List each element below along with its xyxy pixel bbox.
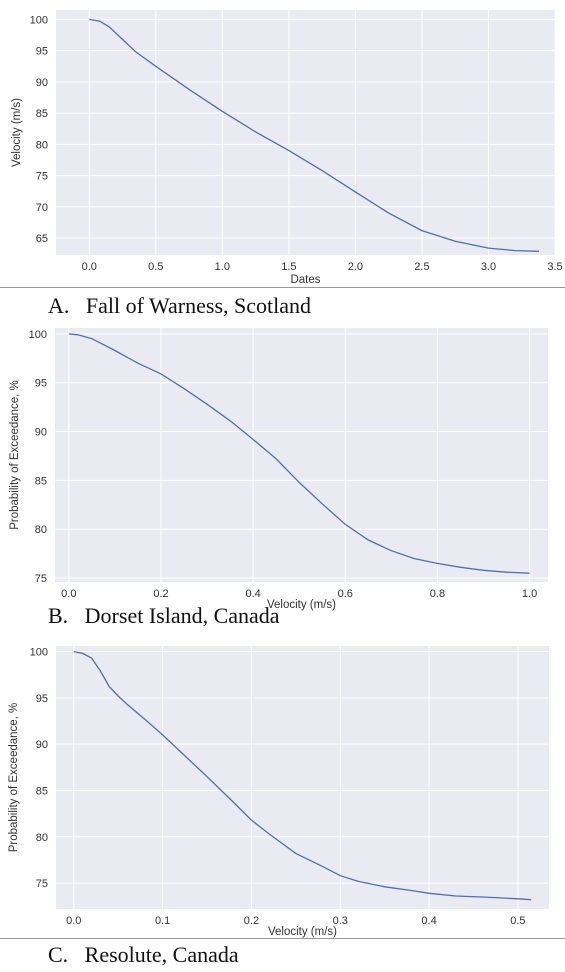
y-tick-label-a: 75 (36, 171, 48, 183)
x-axis-label-a: Dates (290, 274, 320, 286)
chart-panel-c: 0.0 0.1 0.2 0.3 0.4 0.5 75 80 85 90 95 100 Velocity … (0, 638, 565, 972)
x-tick-label-c: 0.4 (421, 915, 436, 927)
x-tick-label-c: 0.2 (244, 915, 259, 927)
series-line-a (89, 18, 540, 252)
series-line-b (68, 333, 530, 574)
chart-c-caption: C. Resolute, Canada (48, 942, 239, 967)
x-tick-label-c: 0.5 (510, 915, 525, 927)
y-tick-label-b: 90 (35, 427, 47, 439)
x-tick-label-b: 0.2 (153, 588, 168, 600)
y-tick-label-a: 65 (36, 233, 48, 245)
y-tick-label-a: 90 (36, 77, 48, 89)
y-axis-label-b: Probability of Exceedance, % (9, 380, 21, 530)
x-tick-label-c: 0.3 (333, 915, 348, 927)
x-tick-label-a: 0.5 (148, 261, 163, 273)
plot-background-b (55, 328, 548, 582)
y-tick-label-a: 70 (36, 202, 48, 214)
x-tick-label-b: 0.8 (430, 588, 445, 600)
x-tick-label-b: 0.4 (245, 588, 260, 600)
y-tick-label-a: 85 (36, 108, 48, 120)
x-tick-label-a: 2.5 (414, 261, 429, 273)
y-tick-label-c: 100 (30, 647, 48, 659)
y-tick-label-c: 90 (36, 739, 48, 751)
chart-b-caption: B. Dorset Island, Canada (48, 603, 280, 628)
y-tick-label-b: 95 (35, 378, 47, 390)
x-tick-label-c: 0.0 (66, 915, 81, 927)
chart-a: 0.0 0.5 1.0 1.5 2.0 2.5 3.0 3.5 65 70 75 80 85 90 95 10… (11, 10, 563, 286)
x-axis-label-b: Velocity (m/s) (267, 599, 336, 611)
y-tick-label-c: 75 (36, 878, 48, 890)
y-tick-label-c: 85 (36, 785, 48, 797)
chart-panel-b: 0.0 0.2 0.4 0.6 0.8 1.0 75 80 85 90 95 100 Velocity … (0, 320, 565, 632)
chart-a-caption: A. Fall of Warness, Scotland (48, 293, 312, 318)
x-axis-label-c: Velocity (m/s) (268, 926, 337, 938)
series-line-c (73, 650, 532, 901)
caption-rule-c (0, 938, 565, 939)
x-tick-label-b: 0.6 (338, 588, 353, 600)
x-tick-label-a: 1.5 (281, 261, 296, 273)
plot-background-c (56, 646, 549, 909)
y-tick-label-b: 85 (35, 475, 47, 487)
y-tick-label-a: 95 (36, 46, 48, 58)
chart-panel-a: 0.0 0.5 1.0 1.5 2.0 2.5 3.0 3.5 65 70 75 80 85 90 95 10… (0, 0, 565, 318)
y-tick-label-b: 75 (35, 573, 47, 585)
chart-b: 0.0 0.2 0.4 0.6 0.8 1.0 75 80 85 90 95 100 Velocity … (9, 328, 548, 611)
y-tick-label-c: 80 (36, 832, 48, 844)
y-tick-label-b: 100 (29, 329, 47, 341)
y-axis-label-a: Velocity (m/s) (11, 98, 23, 167)
x-tick-label-a: 1.0 (215, 261, 230, 273)
y-tick-label-b: 80 (35, 524, 47, 536)
chart-c: 0.0 0.1 0.2 0.3 0.4 0.5 75 80 85 90 95 100 Velocity … (8, 646, 549, 938)
x-tick-label-a: 0.0 (82, 261, 97, 273)
x-tick-label-a: 2.0 (348, 261, 363, 273)
x-tick-label-b: 1.0 (522, 588, 537, 600)
y-tick-label-a: 100 (30, 14, 48, 26)
x-tick-label-b: 0.0 (61, 588, 76, 600)
x-tick-label-c: 0.1 (155, 915, 170, 927)
x-tick-label-a: 3.0 (481, 261, 496, 273)
x-tick-label-a: 3.5 (547, 261, 562, 273)
y-tick-label-c: 95 (36, 693, 48, 705)
y-tick-label-a: 80 (36, 139, 48, 151)
caption-rule-a (0, 287, 565, 288)
y-axis-label-c: Probability of Exceedance, % (8, 703, 20, 853)
